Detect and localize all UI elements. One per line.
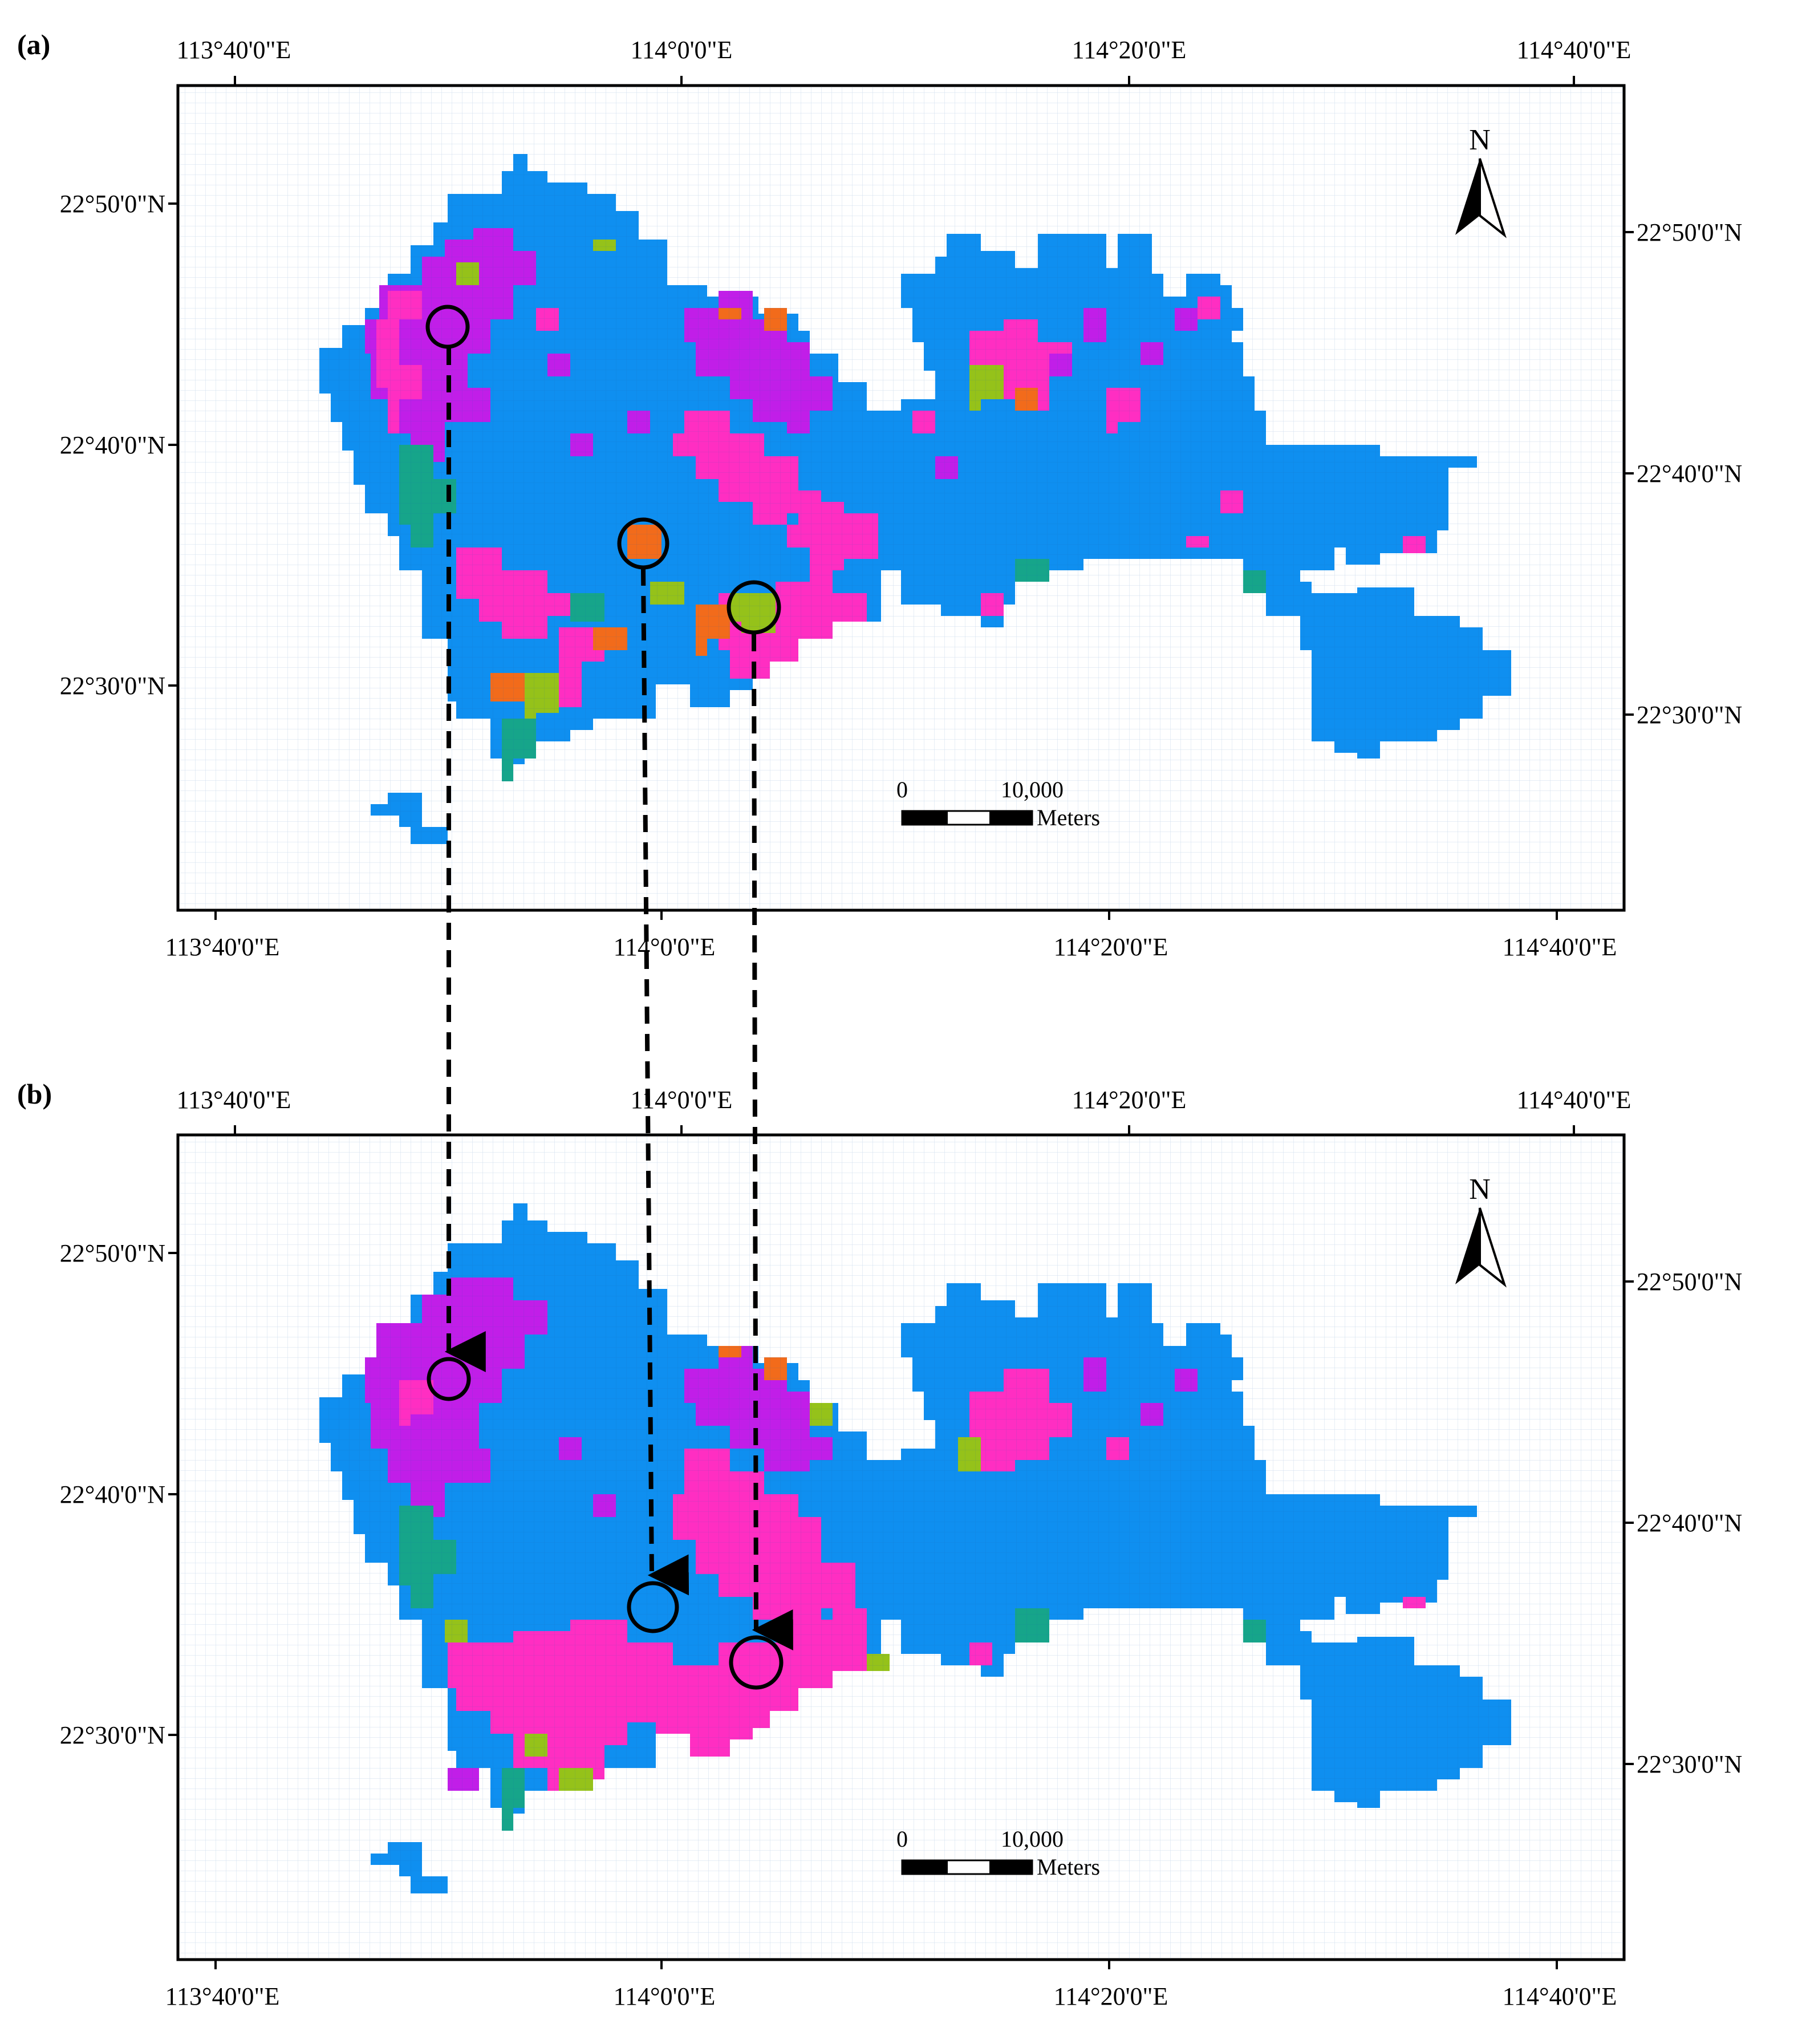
- bottom-tick-label: 114°0'0"E: [614, 1982, 716, 2010]
- bottom-tick-label: 114°20'0"E: [1054, 933, 1168, 961]
- highlight-circle: [425, 305, 470, 349]
- panel-b-map: [178, 1135, 1624, 1960]
- panel-b: (b) 113°40'0"E 114°0'0"E 114°20'0"E 114°…: [17, 1078, 1742, 2010]
- panel-b-north-arrow: N: [1455, 1173, 1507, 1288]
- bottom-tick-label: 114°20'0"E: [1054, 1982, 1168, 2010]
- right-tick-label: 22°30'0"N: [1637, 701, 1742, 729]
- panel-b-right-ticks: 22°50'0"N 22°40'0"N 22°30'0"N: [1637, 1268, 1742, 1778]
- north-label: N: [1469, 1173, 1491, 1206]
- left-tick-label: 22°50'0"N: [60, 190, 165, 218]
- connector-arrows: [444, 348, 793, 1650]
- scale-unit-label: Meters: [1037, 1854, 1100, 1880]
- bottom-tick-label: 113°40'0"E: [165, 933, 280, 961]
- top-tick-label: 113°40'0"E: [177, 36, 291, 64]
- right-tick-label: 22°40'0"N: [1637, 1509, 1742, 1537]
- top-tick-label: 114°20'0"E: [1072, 1086, 1187, 1114]
- top-tick-label: 114°40'0"E: [1517, 36, 1631, 64]
- top-tick-label: 114°40'0"E: [1517, 1086, 1631, 1114]
- bottom-tick-label: 114°40'0"E: [1503, 933, 1617, 961]
- panel-a-top-ticks: 113°40'0"E 114°0'0"E 114°20'0"E 114°40'0…: [177, 36, 1631, 64]
- north-arrow-icon: [1455, 1208, 1480, 1284]
- right-tick-label: 22°30'0"N: [1637, 1750, 1742, 1778]
- connector-arrow-3: [752, 634, 793, 1650]
- scale-zero-label: 0: [896, 1826, 908, 1852]
- top-tick-label: 113°40'0"E: [177, 1086, 291, 1114]
- north-arrow-icon: [1455, 159, 1480, 235]
- panel-b-top-ticks: 113°40'0"E 114°0'0"E 114°20'0"E 114°40'0…: [177, 1086, 1631, 1114]
- top-tick-label: 114°20'0"E: [1072, 36, 1187, 64]
- panel-a-bottom-ticks: 113°40'0"E 114°0'0"E 114°20'0"E 114°40'0…: [165, 933, 1617, 961]
- panel-a-highlight-circles: [425, 305, 781, 635]
- panel-a-left-ticks: 22°50'0"N 22°40'0"N 22°30'0"N: [60, 190, 165, 700]
- panel-a-north-arrow: N: [1455, 124, 1507, 238]
- highlight-circle: [617, 517, 669, 570]
- panel-a-right-ticks: 22°50'0"N 22°40'0"N 22°30'0"N: [1637, 218, 1742, 729]
- bottom-tick-label: 114°40'0"E: [1503, 1982, 1617, 2010]
- panel-b-frame-ticks: [168, 1125, 1634, 1969]
- top-tick-label: 114°0'0"E: [631, 36, 733, 64]
- right-tick-label: 22°50'0"N: [1637, 1268, 1742, 1296]
- bottom-tick-label: 114°0'0"E: [614, 933, 716, 961]
- highlight-circle: [727, 580, 781, 635]
- left-tick-label: 22°40'0"N: [60, 1481, 165, 1508]
- raster-grid-overlay: [178, 86, 1624, 910]
- left-tick-label: 22°50'0"N: [60, 1239, 165, 1267]
- panel-a-label: (a): [17, 29, 50, 60]
- left-tick-label: 22°30'0"N: [60, 672, 165, 700]
- panel-a-scale-bar: 0 10,000 Meters: [896, 777, 1100, 830]
- right-tick-label: 22°40'0"N: [1637, 460, 1742, 488]
- panel-a: (a) 113°40'0"E 114°0'0"E 114°20'0"E 114°…: [17, 29, 1742, 961]
- panel-b-label: (b): [17, 1078, 52, 1110]
- left-tick-label: 22°30'0"N: [60, 1721, 165, 1749]
- panel-b-bottom-ticks: 113°40'0"E 114°0'0"E 114°20'0"E 114°40'0…: [165, 1982, 1617, 2010]
- panel-a-map: [178, 86, 1624, 910]
- scale-max-label: 10,000: [1001, 1826, 1064, 1852]
- raster-grid-overlay: [178, 1135, 1624, 1960]
- panel-a-frame-ticks: [168, 76, 1634, 920]
- connector-arrow-2: [641, 568, 689, 1596]
- scale-unit-label: Meters: [1037, 805, 1100, 830]
- bottom-tick-label: 113°40'0"E: [165, 1982, 280, 2010]
- panel-b-scale-bar: 0 10,000 Meters: [896, 1826, 1100, 1880]
- scale-zero-label: 0: [896, 777, 908, 802]
- right-tick-label: 22°50'0"N: [1637, 218, 1742, 246]
- panel-b-left-ticks: 22°50'0"N 22°40'0"N 22°30'0"N: [60, 1239, 165, 1749]
- left-tick-label: 22°40'0"N: [60, 431, 165, 459]
- north-label: N: [1469, 124, 1491, 156]
- scale-max-label: 10,000: [1001, 777, 1064, 802]
